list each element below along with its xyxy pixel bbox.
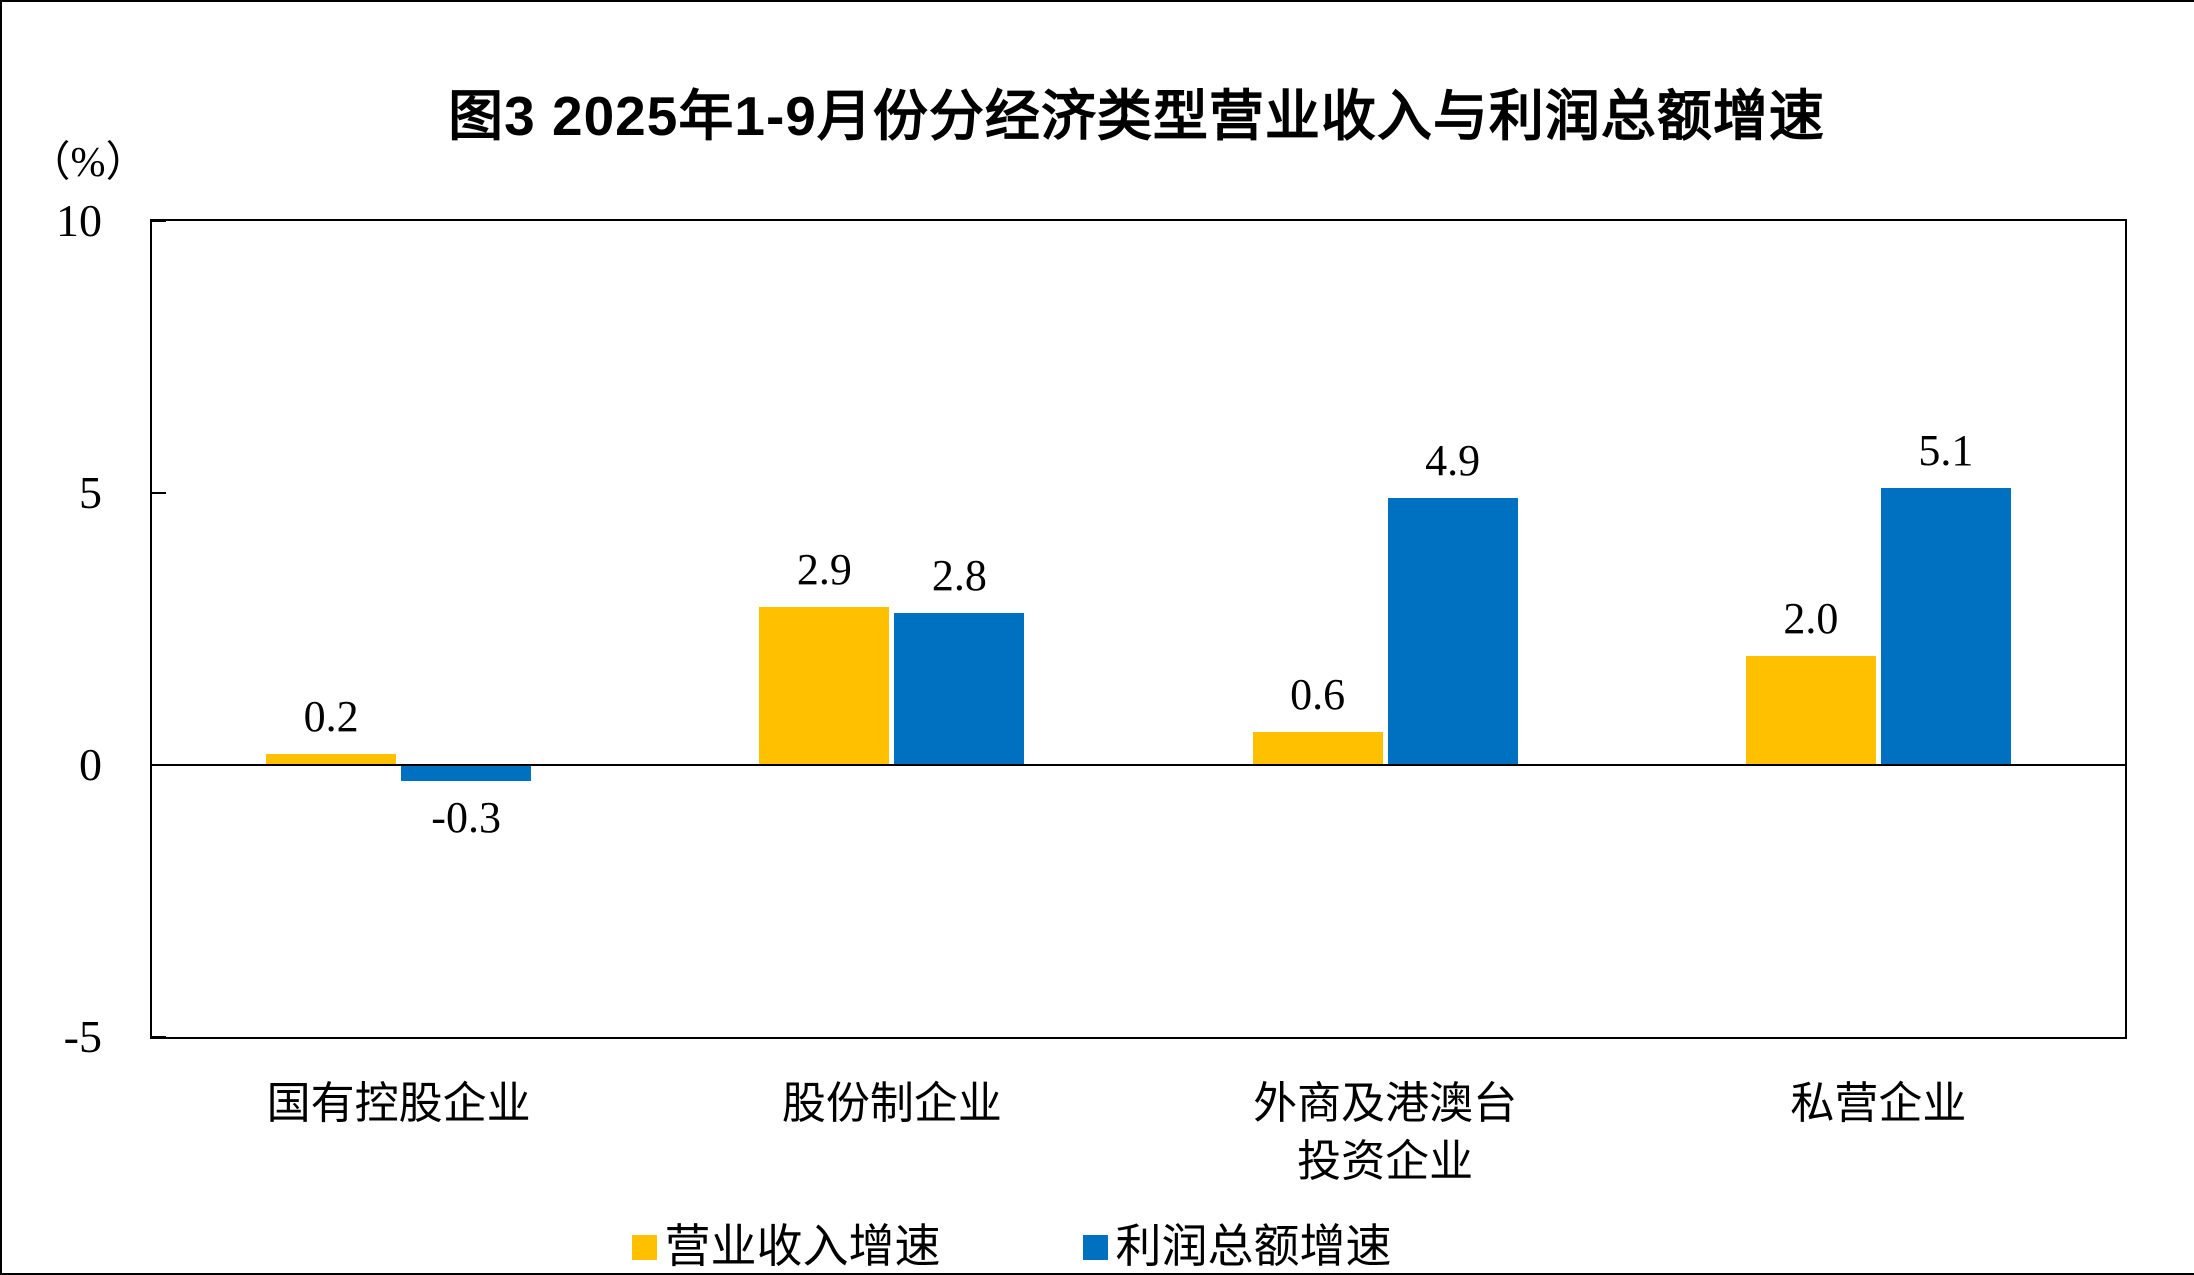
bar-value-label: 4.9 xyxy=(1425,436,1481,486)
legend-label: 营业收入增速 xyxy=(664,1221,941,1272)
bar-series2-cat4 xyxy=(1880,487,2011,765)
bar-series2-cat3 xyxy=(1387,498,1518,765)
bar-value-label: 5.1 xyxy=(1918,425,1974,475)
y-axis-tick-label: 5 xyxy=(79,467,102,518)
category-label: 股份制企业 xyxy=(781,1079,1002,1128)
legend-item: 利润总额增速 xyxy=(1082,1221,1392,1273)
bar-series2-cat1 xyxy=(401,765,532,782)
bar-series1-cat2 xyxy=(759,607,890,765)
legend-marker xyxy=(1082,1234,1108,1260)
bar-value-label: 2.8 xyxy=(931,550,987,600)
y-axis-tick-label: 10 xyxy=(56,195,102,246)
plot-area: 10 5 0 -5 0.2 2.9 0.6 2.0 -0.3 2.8 4.9 5.1 国有控股企业 股份制… xyxy=(56,195,2127,1186)
chart-title: 图3 2025年1-9月份分经济类型营业收入与利润总额增速 xyxy=(448,85,1825,147)
bar-value-label: -0.3 xyxy=(431,793,501,843)
zero-axis-line xyxy=(152,764,2125,766)
legend-marker xyxy=(631,1234,657,1260)
category-label: 国有控股企业 xyxy=(266,1079,531,1128)
y-axis-tick-label: 0 xyxy=(79,739,102,790)
y-axis-tick-label: -5 xyxy=(63,1011,102,1062)
bar-value-label: 0.6 xyxy=(1290,670,1346,720)
bar-value-label: 2.9 xyxy=(796,545,852,595)
y-axis-tick xyxy=(152,220,166,222)
y-axis-tick xyxy=(152,1036,166,1038)
bar-value-label: 2.0 xyxy=(1783,594,1839,644)
legend: 营业收入增速 利润总额增速 xyxy=(25,1221,1998,1273)
bar-series1-cat1 xyxy=(266,754,397,765)
bar-series2-cat2 xyxy=(894,612,1025,765)
y-axis-unit-label: （%） xyxy=(28,140,148,186)
bar-value-label: 0.2 xyxy=(303,692,359,742)
y-axis-tick xyxy=(152,492,166,494)
legend-item: 营业收入增速 xyxy=(631,1221,941,1273)
legend-label: 利润总额增速 xyxy=(1115,1221,1392,1272)
category-label: 私营企业 xyxy=(1790,1079,1967,1128)
bar-series1-cat4 xyxy=(1745,656,1876,765)
category-label: 外商及港澳台 投资企业 xyxy=(1253,1079,1518,1187)
bar-series1-cat3 xyxy=(1252,732,1383,765)
